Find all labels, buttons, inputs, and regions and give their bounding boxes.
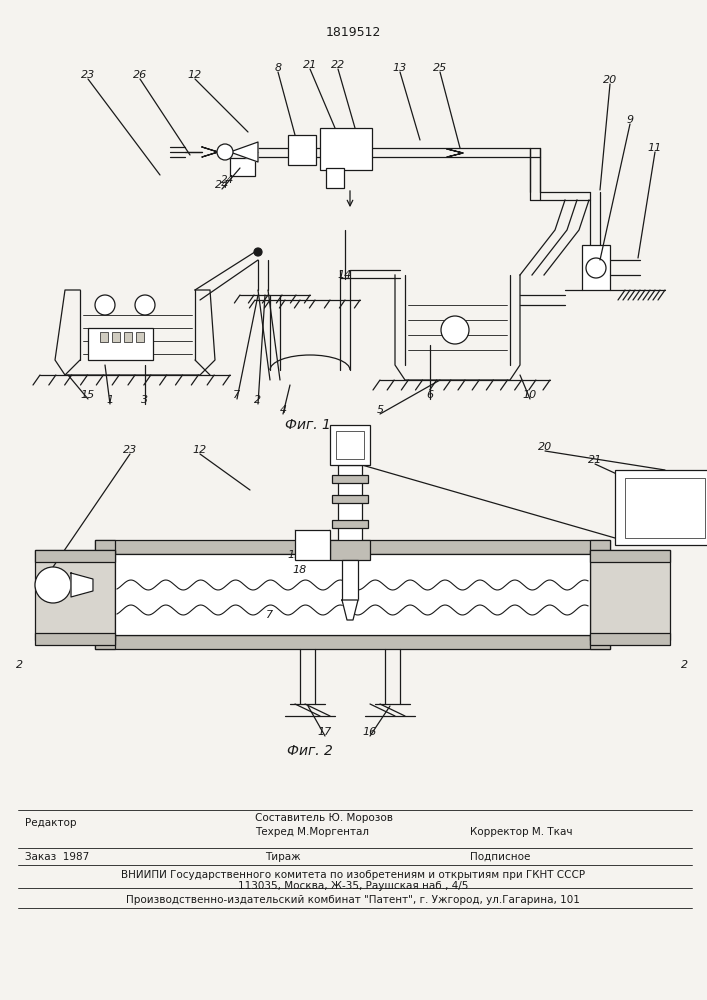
Circle shape	[135, 295, 155, 315]
Text: 22: 22	[331, 60, 345, 70]
Bar	[338, 465, 362, 554]
Text: 20: 20	[538, 442, 552, 452]
Bar	[332, 475, 368, 483]
Text: 25: 25	[433, 63, 447, 73]
Polygon shape	[342, 600, 358, 620]
Bar	[582, 245, 610, 290]
Text: 23: 23	[81, 70, 95, 80]
Bar	[326, 168, 344, 188]
Text: 8: 8	[332, 448, 339, 458]
Text: ВНИИПИ Государственного комитета по изобретениям и открытиям при ГКНТ СССР: ВНИИПИ Государственного комитета по изоб…	[121, 870, 585, 880]
Bar	[112, 332, 120, 342]
Text: 24: 24	[221, 175, 235, 185]
Polygon shape	[71, 573, 93, 597]
Text: 5: 5	[376, 405, 384, 415]
Bar	[625, 478, 705, 538]
Text: 12: 12	[188, 70, 202, 80]
Bar	[342, 560, 358, 600]
Text: Тираж: Тираж	[265, 852, 300, 862]
Circle shape	[35, 567, 71, 603]
Text: Заказ  1987: Заказ 1987	[25, 852, 89, 862]
Bar	[320, 128, 372, 170]
Bar	[35, 633, 115, 645]
Bar	[88, 328, 153, 360]
Text: 10: 10	[523, 390, 537, 400]
Bar	[35, 550, 115, 640]
Text: Техред М.Моргентал: Техред М.Моргентал	[255, 827, 369, 837]
Bar	[136, 332, 144, 342]
Bar	[124, 332, 132, 342]
Bar	[590, 633, 670, 645]
Text: 20: 20	[603, 75, 617, 85]
Text: 19: 19	[288, 550, 302, 560]
Text: 15: 15	[81, 390, 95, 400]
Text: 18: 18	[293, 565, 307, 575]
Text: Производственно-издательский комбинат "Патент", г. Ужгород, ул.Гагарина, 101: Производственно-издательский комбинат "П…	[126, 895, 580, 905]
Text: 11: 11	[648, 143, 662, 153]
Text: 2: 2	[255, 395, 262, 405]
Text: 2: 2	[16, 660, 23, 670]
Text: 7: 7	[233, 390, 240, 400]
Text: 7: 7	[267, 610, 274, 620]
Circle shape	[217, 144, 233, 160]
Text: 26: 26	[133, 70, 147, 80]
Text: 2: 2	[682, 660, 689, 670]
Bar	[95, 540, 610, 554]
Text: Фиг. 2: Фиг. 2	[287, 744, 333, 758]
Bar	[230, 158, 255, 176]
Text: 113035, Москва, Ж-35, Раушская наб., 4/5: 113035, Москва, Ж-35, Раушская наб., 4/5	[238, 881, 468, 891]
Bar	[288, 135, 316, 165]
Bar	[95, 635, 610, 649]
Text: 4: 4	[279, 405, 286, 415]
Text: 21: 21	[303, 60, 317, 70]
Text: 13: 13	[393, 63, 407, 73]
Bar	[330, 540, 370, 560]
Text: Составитель Ю. Морозов: Составитель Ю. Морозов	[255, 813, 393, 823]
Text: 3: 3	[141, 395, 148, 405]
Circle shape	[95, 295, 115, 315]
Text: 9: 9	[626, 115, 633, 125]
Text: Фиг. 1.: Фиг. 1.	[285, 418, 335, 432]
Bar	[35, 550, 115, 562]
Text: 23: 23	[123, 445, 137, 455]
Bar	[336, 431, 364, 459]
Text: 8: 8	[274, 63, 281, 73]
Circle shape	[586, 258, 606, 278]
Bar	[295, 530, 330, 560]
Text: 14: 14	[338, 270, 352, 280]
Text: 16: 16	[363, 727, 377, 737]
Text: 12: 12	[193, 445, 207, 455]
Circle shape	[254, 248, 262, 256]
Bar	[590, 550, 670, 640]
Text: 1819512: 1819512	[325, 25, 380, 38]
Polygon shape	[230, 142, 258, 162]
Text: Корректор М. Ткач: Корректор М. Ткач	[470, 827, 573, 837]
Text: Редактор: Редактор	[25, 818, 76, 828]
Bar	[95, 540, 115, 649]
Bar	[115, 554, 590, 635]
Text: 21: 21	[588, 455, 602, 465]
Bar	[332, 495, 368, 503]
Text: 24: 24	[215, 180, 229, 190]
Bar	[100, 332, 108, 342]
Text: 1: 1	[107, 395, 114, 405]
Bar	[615, 470, 707, 545]
Text: 6: 6	[426, 390, 433, 400]
Bar	[332, 520, 368, 528]
Circle shape	[441, 316, 469, 344]
Bar	[590, 540, 610, 649]
Bar	[330, 425, 370, 465]
Text: 17: 17	[318, 727, 332, 737]
Text: Подписное: Подписное	[470, 852, 530, 862]
Bar	[590, 550, 670, 562]
